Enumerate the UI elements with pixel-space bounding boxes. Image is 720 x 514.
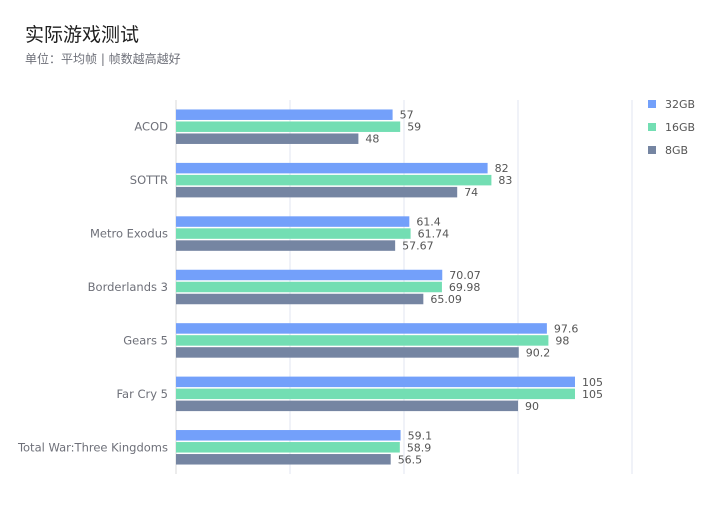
data-label: 105 [582, 388, 603, 401]
bar-32gb [176, 269, 443, 281]
bar-16gb [176, 228, 411, 239]
bar-8gb [176, 347, 519, 358]
bar-16gb [176, 174, 492, 186]
legend-label: 8GB [665, 144, 688, 157]
legend-swatch [648, 146, 656, 154]
category-label: ACOD [134, 120, 168, 134]
data-label: 90.2 [526, 346, 551, 359]
bar-8gb [176, 186, 458, 198]
bar-32gb [176, 109, 393, 120]
bar-32gb [176, 216, 410, 227]
data-label: 58.9 [407, 441, 432, 454]
data-label: 105 [582, 376, 603, 389]
data-label: 74 [464, 186, 478, 199]
data-label: 65.09 [430, 293, 462, 306]
data-label: 90 [525, 400, 539, 413]
data-label: 98 [555, 334, 569, 347]
category-label: Total War:Three Kingdoms [17, 440, 168, 454]
category-label: Metro Exodus [90, 227, 168, 241]
data-label: 57.67 [402, 240, 434, 253]
bar-8gb [176, 240, 396, 251]
data-label: 97.6 [554, 322, 579, 335]
bar-16gb [176, 335, 549, 346]
data-label: 82 [495, 162, 509, 175]
data-label: 48 [365, 133, 379, 146]
bar-8gb [176, 454, 391, 465]
bar-32gb [176, 430, 401, 441]
data-label: 61.74 [418, 228, 450, 241]
bar-8gb [176, 400, 518, 412]
category-label: Borderlands 3 [88, 280, 168, 294]
bar-32gb [176, 376, 575, 388]
data-label: 56.5 [398, 453, 423, 466]
legend-label: 16GB [665, 121, 695, 134]
chart-title: 实际游戏测试 [25, 24, 140, 46]
data-label: 61.4 [416, 216, 441, 229]
data-label: 70.07 [449, 269, 481, 282]
category-label: Gears 5 [123, 333, 168, 347]
data-label: 59.1 [408, 429, 433, 442]
category-label: Far Cry 5 [116, 387, 168, 401]
legend-label: 32GB [665, 98, 695, 111]
bar-16gb [176, 281, 442, 293]
data-label: 57 [400, 109, 414, 122]
data-label: 59 [407, 121, 421, 134]
bar-16gb [176, 388, 575, 400]
category-label: SOTTR [130, 173, 168, 187]
legend-swatch [648, 123, 656, 131]
bar-32gb [176, 162, 488, 174]
bar-16gb [176, 121, 401, 132]
bar-16gb [176, 442, 400, 453]
legend-swatch [648, 100, 656, 108]
bar-8gb [176, 293, 424, 305]
data-label: 69.98 [449, 281, 481, 294]
bar-32gb [176, 323, 547, 334]
bar-8gb [176, 133, 359, 144]
chart-subtitle: 单位：平均帧 | 帧数越高越好 [25, 52, 181, 66]
data-label: 83 [498, 174, 512, 187]
